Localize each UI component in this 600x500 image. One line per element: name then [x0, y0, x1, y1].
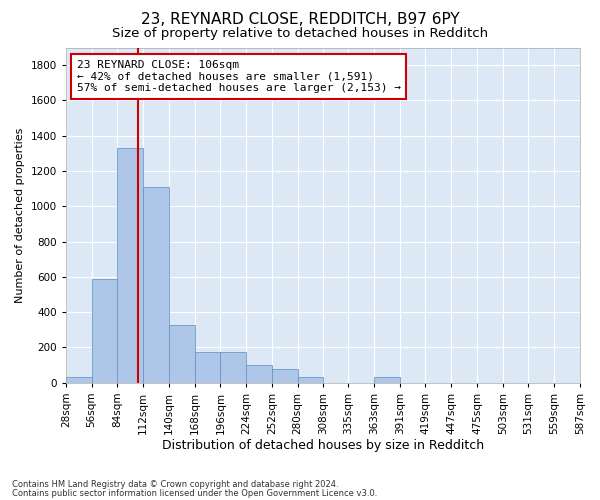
Bar [298, 378, 323, 383]
Bar [143, 187, 169, 383]
Bar [92, 278, 118, 383]
X-axis label: Distribution of detached houses by size in Redditch: Distribution of detached houses by size … [162, 440, 484, 452]
Bar [169, 324, 194, 383]
Text: Size of property relative to detached houses in Redditch: Size of property relative to detached ho… [112, 28, 488, 40]
Text: 23 REYNARD CLOSE: 106sqm
← 42% of detached houses are smaller (1,591)
57% of sem: 23 REYNARD CLOSE: 106sqm ← 42% of detach… [77, 60, 401, 93]
Bar [118, 148, 143, 383]
Bar [272, 368, 298, 383]
Y-axis label: Number of detached properties: Number of detached properties [15, 128, 25, 303]
Bar [66, 378, 92, 383]
Text: Contains public sector information licensed under the Open Government Licence v3: Contains public sector information licen… [12, 488, 377, 498]
Bar [246, 365, 272, 383]
Bar [374, 378, 400, 383]
Bar [220, 352, 246, 383]
Text: 23, REYNARD CLOSE, REDDITCH, B97 6PY: 23, REYNARD CLOSE, REDDITCH, B97 6PY [140, 12, 460, 28]
Text: Contains HM Land Registry data © Crown copyright and database right 2024.: Contains HM Land Registry data © Crown c… [12, 480, 338, 489]
Bar [194, 352, 220, 383]
